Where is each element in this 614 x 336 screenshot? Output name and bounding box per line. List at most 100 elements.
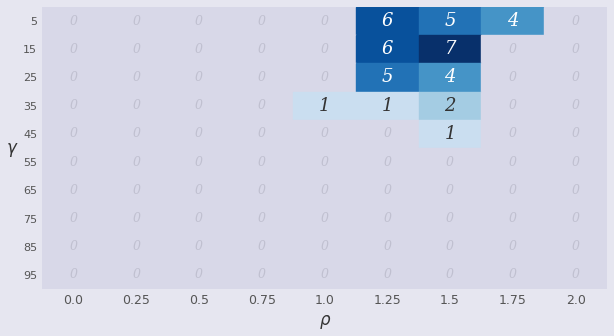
Bar xyxy=(293,7,356,35)
Bar xyxy=(105,148,168,176)
Text: 4: 4 xyxy=(445,69,456,86)
Text: 0: 0 xyxy=(258,71,266,84)
Bar xyxy=(42,7,105,35)
Bar xyxy=(168,261,230,289)
Text: 0: 0 xyxy=(383,240,391,253)
Bar xyxy=(230,120,293,148)
Text: 0: 0 xyxy=(446,156,454,169)
Text: 0: 0 xyxy=(321,212,328,225)
Text: 0: 0 xyxy=(195,71,203,84)
Bar xyxy=(544,261,607,289)
Bar xyxy=(419,64,481,92)
Bar xyxy=(42,120,105,148)
Bar xyxy=(42,64,105,92)
Text: 0: 0 xyxy=(572,240,580,253)
Bar xyxy=(230,92,293,120)
Text: 0: 0 xyxy=(572,156,580,169)
Bar xyxy=(481,7,544,35)
Bar xyxy=(544,204,607,233)
Text: 0: 0 xyxy=(572,212,580,225)
Bar xyxy=(481,176,544,204)
Text: 0: 0 xyxy=(509,43,517,56)
Text: 0: 0 xyxy=(132,71,140,84)
Text: 0: 0 xyxy=(509,184,517,197)
Text: 0: 0 xyxy=(321,71,328,84)
Bar xyxy=(419,148,481,176)
Text: 0: 0 xyxy=(69,43,77,56)
Bar xyxy=(544,176,607,204)
Bar xyxy=(293,35,356,64)
Bar xyxy=(168,7,230,35)
Bar xyxy=(293,261,356,289)
Bar xyxy=(356,35,419,64)
Text: 0: 0 xyxy=(383,184,391,197)
Bar xyxy=(42,233,105,261)
Text: 1: 1 xyxy=(319,97,330,115)
Text: 0: 0 xyxy=(69,212,77,225)
Text: 0: 0 xyxy=(132,127,140,140)
Text: 0: 0 xyxy=(321,184,328,197)
Text: 0: 0 xyxy=(383,212,391,225)
Bar xyxy=(481,120,544,148)
Bar xyxy=(42,148,105,176)
Text: 0: 0 xyxy=(446,240,454,253)
Text: 0: 0 xyxy=(572,127,580,140)
Text: 0: 0 xyxy=(132,99,140,112)
Bar xyxy=(356,120,419,148)
Text: 0: 0 xyxy=(69,268,77,282)
Bar xyxy=(293,120,356,148)
Bar xyxy=(42,176,105,204)
Bar xyxy=(42,35,105,64)
Bar xyxy=(293,204,356,233)
Text: 4: 4 xyxy=(507,12,519,30)
Y-axis label: γ: γ xyxy=(7,139,17,157)
Text: 0: 0 xyxy=(383,156,391,169)
Bar xyxy=(356,261,419,289)
Bar xyxy=(230,148,293,176)
Text: 0: 0 xyxy=(195,14,203,28)
Text: 0: 0 xyxy=(132,268,140,282)
Bar xyxy=(419,35,481,64)
Bar xyxy=(105,261,168,289)
Bar xyxy=(419,261,481,289)
Bar xyxy=(105,64,168,92)
Bar xyxy=(419,204,481,233)
Bar xyxy=(230,176,293,204)
Bar xyxy=(544,148,607,176)
Text: 0: 0 xyxy=(195,184,203,197)
Bar xyxy=(293,176,356,204)
Text: 6: 6 xyxy=(381,12,393,30)
Bar xyxy=(356,64,419,92)
Bar xyxy=(230,233,293,261)
Text: 0: 0 xyxy=(132,184,140,197)
Text: 0: 0 xyxy=(572,71,580,84)
Text: 0: 0 xyxy=(195,156,203,169)
Text: 0: 0 xyxy=(69,240,77,253)
Bar xyxy=(356,176,419,204)
Text: 0: 0 xyxy=(509,99,517,112)
Text: 0: 0 xyxy=(258,268,266,282)
Bar xyxy=(481,35,544,64)
Bar xyxy=(168,92,230,120)
Text: 0: 0 xyxy=(132,156,140,169)
Text: 0: 0 xyxy=(258,184,266,197)
Text: 0: 0 xyxy=(195,99,203,112)
Text: 0: 0 xyxy=(258,240,266,253)
Bar xyxy=(544,233,607,261)
Text: 0: 0 xyxy=(321,14,328,28)
Bar xyxy=(168,148,230,176)
Text: 0: 0 xyxy=(195,127,203,140)
Text: 0: 0 xyxy=(572,99,580,112)
Bar xyxy=(168,204,230,233)
Bar xyxy=(293,148,356,176)
Bar xyxy=(105,233,168,261)
Text: 0: 0 xyxy=(446,184,454,197)
Bar xyxy=(356,204,419,233)
Bar xyxy=(419,120,481,148)
Text: 0: 0 xyxy=(258,14,266,28)
Bar xyxy=(356,148,419,176)
Bar xyxy=(105,35,168,64)
Text: 0: 0 xyxy=(321,156,328,169)
Text: 0: 0 xyxy=(509,71,517,84)
Bar xyxy=(168,35,230,64)
